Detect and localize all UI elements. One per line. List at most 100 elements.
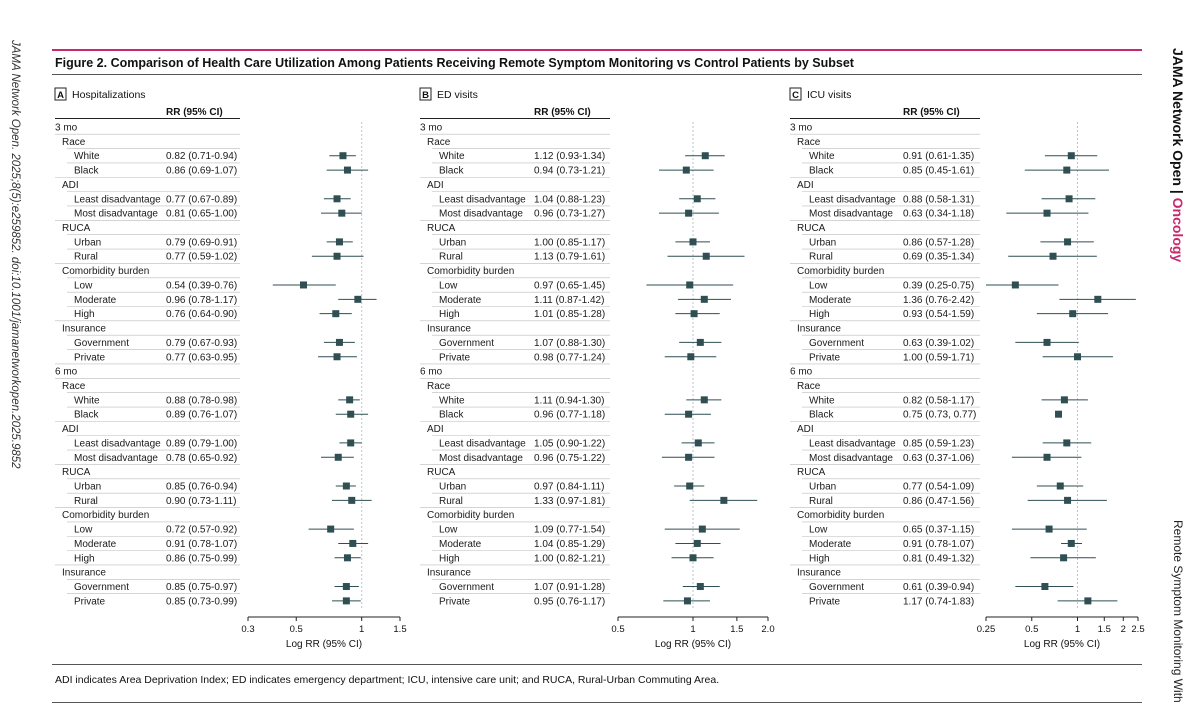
rr-value: 0.86 (0.47-1.56) [903,496,974,507]
panel-title: ED visits [437,89,478,101]
rr-marker [338,209,346,217]
row-label: Rural [439,496,463,507]
x-tick-label: 1 [359,624,364,635]
x-tick-label: 0.5 [290,624,303,635]
x-tick-label: 1 [690,624,695,635]
row-label: Least disadvantage [809,194,896,205]
row-label: Race [62,381,86,392]
rr-marker [720,496,728,504]
rr-marker [333,252,341,260]
rr-value: 0.96 (0.75-1.22) [534,453,605,464]
rr-value: 0.85 (0.59-1.23) [903,438,974,449]
x-axis-label: Log RR (95% CI) [286,639,362,650]
x-tick-label: 0.5 [1025,624,1038,635]
row-label: Least disadvantage [74,438,161,449]
rr-marker [683,597,691,605]
x-tick-label: 1.5 [730,624,743,635]
row-label: Low [439,280,458,291]
panel-letter: B [422,90,429,101]
rr-marker [346,396,354,404]
title-rule [52,74,1142,75]
rr-value: 0.88 (0.58-1.31) [903,194,974,205]
rr-value: 1.36 (0.76-2.42) [903,295,974,306]
row-label: White [809,395,835,406]
row-label: Comorbidity burden [797,266,884,277]
rr-marker [1064,496,1072,504]
rr-value: 0.79 (0.69-0.91) [166,237,237,248]
row-label: Least disadvantage [439,194,526,205]
rr-value: 0.65 (0.37-1.15) [903,525,974,536]
rr-marker [342,482,350,490]
rr-value: 0.54 (0.39-0.76) [166,280,237,291]
rr-marker [686,482,694,490]
rr-value: 0.61 (0.39-0.94) [903,582,974,593]
rr-marker [685,209,693,217]
row-label: Least disadvantage [74,194,161,205]
rr-value: 1.09 (0.77-1.54) [534,525,605,536]
row-label: Insurance [62,324,106,335]
row-label: Urban [809,237,836,248]
row-label: Insurance [427,568,471,579]
row-label: Insurance [427,324,471,335]
rr-marker [347,439,355,447]
row-label: Most disadvantage [439,209,523,220]
row-label: High [439,553,460,564]
row-label: Black [439,166,464,177]
row-label: Most disadvantage [74,453,158,464]
row-label: ADI [797,180,814,191]
row-label: Comorbidity burden [797,510,884,521]
column-header: RR (95% CI) [166,107,223,118]
rr-value: 0.89 (0.76-1.07) [166,410,237,421]
rr-marker [333,353,341,361]
row-label: Moderate [74,539,117,550]
rr-value: 0.77 (0.59-1.02) [166,252,237,263]
rr-marker [702,252,710,260]
rr-value: 1.00 (0.59-1.71) [903,352,974,363]
rr-marker [1063,166,1071,174]
row-label: Government [809,338,864,349]
rr-value: 0.72 (0.57-0.92) [166,525,237,536]
rr-marker [348,496,356,504]
accent-rule [52,49,1142,51]
rr-value: 1.01 (0.85-1.28) [534,309,605,320]
x-tick-label: 1.5 [393,624,406,635]
row-label: White [439,395,465,406]
footnote-rule [52,664,1142,665]
row-label: High [74,309,95,320]
rr-marker [701,152,709,160]
row-label: ADI [427,424,444,435]
row-label: RUCA [427,467,456,478]
x-axis-label: Log RR (95% CI) [655,639,731,650]
row-label: Urban [74,237,101,248]
rr-value: 1.07 (0.88-1.30) [534,338,605,349]
rr-marker [682,166,690,174]
row-label: High [74,553,95,564]
row-label: Private [809,596,841,607]
row-label: Race [797,381,821,392]
rr-value: 0.86 (0.69-1.07) [166,166,237,177]
row-label: Private [439,596,471,607]
rr-marker [334,453,342,461]
rr-value: 0.69 (0.35-1.34) [903,252,974,263]
rr-marker [696,338,704,346]
rr-marker [343,166,351,174]
row-label: Comorbidity burden [427,510,514,521]
rr-value: 1.17 (0.74-1.83) [903,596,974,607]
rr-value: 0.81 (0.49-1.32) [903,553,974,564]
x-tick-label: 2.5 [1131,624,1144,635]
x-tick-label: 0.5 [611,624,624,635]
rr-marker [347,410,355,418]
rr-marker [1094,295,1102,303]
row-label: 3 mo [790,123,813,134]
row-label: High [809,309,830,320]
rr-value: 0.63 (0.34-1.18) [903,209,974,220]
row-label: White [74,395,100,406]
x-axis-label: Log RR (95% CI) [1024,639,1100,650]
row-label: Low [74,280,93,291]
row-label: Government [74,338,129,349]
rr-marker [339,152,347,160]
row-label: High [439,309,460,320]
row-label: Government [809,582,864,593]
rr-marker [700,295,708,303]
